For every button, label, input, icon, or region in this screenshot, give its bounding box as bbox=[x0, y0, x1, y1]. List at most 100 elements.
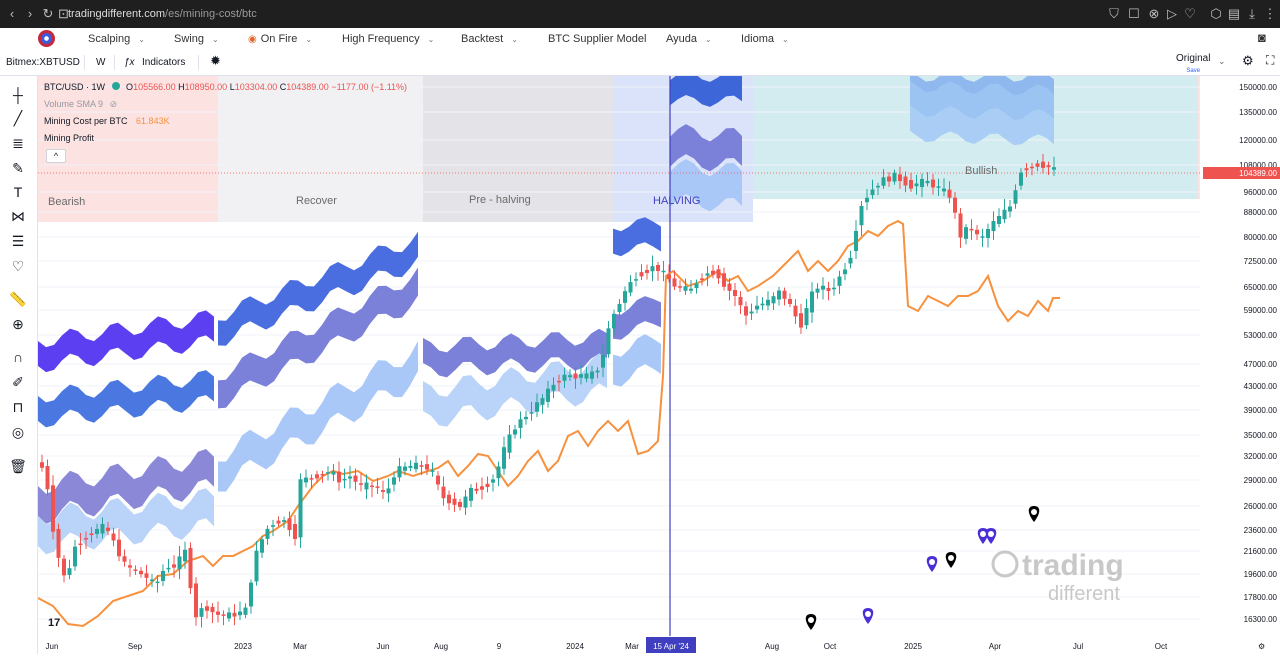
candle-body bbox=[496, 466, 501, 479]
text-icon[interactable]: T bbox=[13, 184, 23, 200]
camera-icon[interactable]: ◙ bbox=[1258, 30, 1266, 45]
pattern-icon[interactable]: ⋈ bbox=[11, 208, 25, 224]
nav-scalping[interactable]: Scalping ⌄ bbox=[88, 31, 145, 48]
heart-icon[interactable]: ♡ bbox=[1184, 6, 1196, 21]
candle-body bbox=[584, 373, 589, 379]
candle-body bbox=[216, 611, 220, 615]
candle-body bbox=[920, 178, 924, 188]
interval-button[interactable]: W bbox=[96, 57, 106, 68]
candle-body bbox=[502, 447, 506, 469]
chart-toolbar: Bitmex:XBTUSD W ƒx Indicators ✹ Original… bbox=[0, 50, 1280, 76]
gear-icon[interactable]: ⚙ bbox=[1242, 53, 1254, 68]
time-tick-label: Apr bbox=[989, 642, 1002, 651]
trendline-icon[interactable]: ╱ bbox=[13, 110, 23, 126]
bearish-zone-right bbox=[1198, 76, 1200, 199]
settings-gear-icon[interactable]: ⚙ bbox=[1258, 642, 1265, 651]
candle-body bbox=[650, 266, 655, 272]
collapse-legend-button[interactable]: ^ bbox=[46, 149, 66, 163]
price-chart[interactable]: trading different 17 Bearish Recover Pre… bbox=[38, 76, 1200, 636]
indicators-button[interactable]: Indicators bbox=[142, 57, 186, 68]
favorites-heart-icon[interactable]: ♡ bbox=[11, 258, 25, 274]
nav-swing[interactable]: Swing ⌄ bbox=[174, 31, 219, 48]
candle-body bbox=[942, 188, 946, 192]
measure-lines-icon[interactable]: ☰ bbox=[11, 233, 25, 249]
candle-body bbox=[309, 478, 314, 480]
candle-body bbox=[67, 568, 72, 575]
candle-body bbox=[947, 189, 952, 198]
price-scale[interactable]: 150000.00 135000.00 120000.00 108000.00 9600… bbox=[1200, 76, 1280, 636]
volume-row[interactable]: Volume SMA 9 ⊘ bbox=[44, 99, 117, 110]
shield-icon[interactable]: ⛉ bbox=[1109, 6, 1119, 21]
zoom-in-icon[interactable]: ⊕ bbox=[12, 316, 24, 332]
nav-label: BTC Supplier Model bbox=[548, 33, 647, 45]
lock-drawing-icon[interactable]: ✐ bbox=[12, 374, 24, 390]
nav-high-frequency[interactable]: High Frequency ⌄ bbox=[342, 31, 434, 48]
forward-icon[interactable]: › bbox=[27, 6, 33, 21]
trash-icon[interactable]: 🗑 bbox=[9, 458, 27, 474]
candle-body bbox=[353, 475, 358, 482]
play-icon[interactable]: ▷ bbox=[1167, 6, 1177, 21]
magnet-icon[interactable]: ∩ bbox=[12, 349, 24, 365]
time-scale-canvas[interactable]: Jun Sep 2023 Mar Jun Aug 9 2024 Mar Aug Oct 2025 Apr… bbox=[38, 636, 1280, 654]
nav-on-fire[interactable]: ◉ On Fire ⌄ bbox=[248, 31, 312, 48]
menu-icon[interactable]: ⋮ bbox=[1263, 6, 1277, 21]
mining-cost-label: Mining Cost per BTC bbox=[44, 116, 128, 126]
fire-icon: ◉ bbox=[248, 34, 257, 45]
last-price-badge bbox=[1203, 167, 1280, 179]
candle-body bbox=[408, 465, 413, 468]
time-scale[interactable]: Jun Sep 2023 Mar Jun Aug 9 2024 Mar Aug Oct 2025 Apr… bbox=[38, 636, 1280, 654]
back-icon[interactable]: ‹ bbox=[9, 6, 15, 21]
settings-gear-icon[interactable]: ✹ bbox=[210, 53, 221, 68]
candle-body bbox=[425, 464, 429, 470]
candle-body bbox=[876, 185, 880, 188]
nav-ayuda[interactable]: Ayuda ⌄ bbox=[666, 31, 712, 48]
template-dropdown[interactable]: Original Save bbox=[1176, 52, 1210, 78]
candle-body bbox=[689, 288, 693, 291]
bearish-zone bbox=[38, 76, 218, 222]
fib-icon[interactable]: ≣ bbox=[12, 135, 24, 151]
mining-profit-row[interactable]: Mining Profit bbox=[44, 133, 94, 143]
symbol-search[interactable]: Bitmex:XBTUSD bbox=[6, 57, 80, 68]
fullscreen-icon[interactable]: ⛶ bbox=[1266, 53, 1275, 67]
ruler-icon[interactable]: 📏 bbox=[9, 291, 27, 307]
chevron-down-icon: ⌄ bbox=[782, 35, 789, 44]
brush-icon[interactable]: ✎ bbox=[12, 160, 24, 176]
watermark-line1: trading bbox=[1022, 549, 1124, 582]
profit-band bbox=[218, 340, 418, 492]
time-tick-label: Mar bbox=[625, 642, 639, 651]
lock-icon[interactable]: ⊓ bbox=[12, 399, 24, 415]
recover-zone bbox=[218, 76, 423, 222]
chevron-down-icon[interactable]: ⌄ bbox=[1218, 56, 1226, 66]
pair-label[interactable]: BTC/USD · 1W bbox=[44, 82, 106, 92]
crosshair-icon[interactable]: ┼ bbox=[13, 87, 23, 103]
nav-btc-supplier-model[interactable]: BTC Supplier Model bbox=[548, 31, 646, 47]
chart-canvas[interactable]: trading different 17 bbox=[38, 76, 1200, 636]
nav-backtest[interactable]: Backtest ⌄ bbox=[461, 31, 518, 48]
candle-body bbox=[1030, 166, 1034, 169]
candle-body bbox=[430, 470, 435, 472]
nav-idioma[interactable]: Idioma ⌄ bbox=[741, 31, 789, 48]
block-icon[interactable]: ⊗ bbox=[1148, 6, 1160, 21]
candle-body bbox=[320, 474, 325, 476]
l-value: 103304.00 bbox=[234, 82, 278, 92]
candle-body bbox=[870, 189, 875, 196]
candle-body bbox=[485, 483, 490, 488]
sidebar-icon[interactable]: ▤ bbox=[1227, 6, 1241, 21]
candle-body bbox=[903, 176, 908, 186]
mining-cost-row[interactable]: Mining Cost per BTC 61.843K bbox=[44, 116, 170, 126]
candle-body bbox=[1019, 172, 1023, 186]
site-logo[interactable] bbox=[38, 30, 55, 47]
profit-band bbox=[38, 370, 214, 428]
price-tick-label: 47000.00 bbox=[1244, 360, 1278, 369]
candle-body bbox=[513, 429, 517, 435]
candle-body bbox=[331, 471, 336, 475]
bookmark-icon[interactable]: ☐ bbox=[1128, 6, 1140, 21]
eye-icon[interactable]: ◎ bbox=[11, 424, 25, 440]
download-icon[interactable]: ⤓ bbox=[1249, 6, 1255, 21]
tradingview-logo-icon[interactable]: 17 bbox=[48, 617, 60, 629]
extensions-icon[interactable]: ⬡ bbox=[1210, 6, 1222, 21]
reload-icon[interactable]: ↻ bbox=[42, 6, 54, 21]
price-scale-canvas[interactable]: 150000.00 135000.00 120000.00 108000.00 9600… bbox=[1200, 76, 1280, 636]
address-bar[interactable]: tradingdifferent.com/es/mining-cost/btc bbox=[68, 5, 257, 23]
hidden-eye-icon[interactable]: ⊘ bbox=[109, 99, 118, 109]
